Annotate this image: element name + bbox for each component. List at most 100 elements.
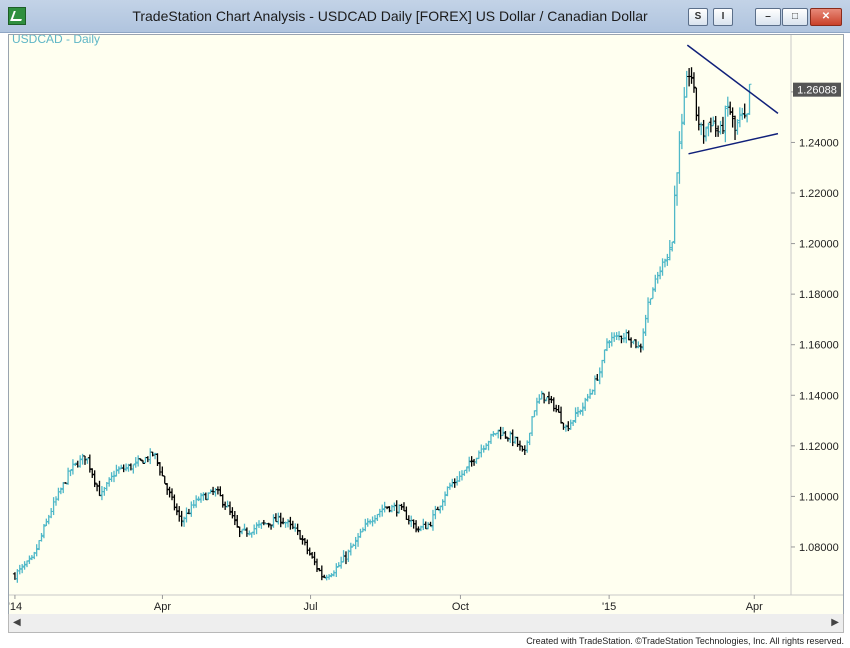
ohlc-bar [394, 500, 399, 517]
ohlc-bar [78, 455, 83, 468]
symbol-menu-button[interactable]: S [688, 8, 708, 26]
ohlc-bar [597, 367, 602, 385]
ohlc-bar [505, 437, 510, 442]
ohlc-bar [740, 107, 745, 120]
ohlc-bar [227, 501, 232, 516]
ohlc-bar [133, 457, 138, 468]
price-chart[interactable]: USDCAD - Daily 1.08000 1.10000 1.12000 1.14… [8, 32, 843, 615]
scroll-right-icon[interactable]: ▶ [831, 617, 839, 628]
ohlc-bar [631, 340, 636, 345]
ohlc-bar [206, 492, 211, 501]
ohlc-bar [679, 113, 684, 150]
ohlc-bar [319, 565, 324, 581]
ohlc-bar [491, 431, 496, 437]
ohlc-bar [689, 67, 694, 84]
ohlc-bar [155, 453, 160, 467]
ohlc-bar [542, 393, 547, 404]
ohlc-bar [247, 530, 252, 536]
ohlc-bar [607, 340, 612, 349]
title-bar[interactable]: TradeStation Chart Analysis - USDCAD Dai… [0, 0, 850, 33]
ohlc-bar [63, 482, 68, 484]
scroll-left-icon[interactable]: ◀ [13, 617, 21, 628]
x-tick-label: Apr [746, 601, 763, 613]
y-tick-label: 1.18000 [799, 289, 839, 301]
ohlc-bar [650, 287, 655, 299]
chart-title: USDCAD - Daily [12, 35, 100, 46]
ohlc-bar [242, 523, 247, 531]
ohlc-bar [638, 343, 643, 353]
ohlc-bar [677, 131, 682, 184]
ohlc-bar [464, 466, 469, 474]
ohlc-bar [691, 72, 696, 93]
minimize-button[interactable]: – [755, 8, 781, 26]
ohlc-bar [660, 258, 665, 276]
ohlc-bar [546, 391, 551, 405]
ohlc-bar [70, 459, 75, 475]
ohlc-bar [95, 483, 100, 492]
ohlc-bar [327, 574, 332, 580]
indicator-menu-button[interactable]: I [713, 8, 733, 26]
ohlc-bar [107, 477, 112, 487]
ohlc-bar [385, 506, 390, 510]
ohlc-bar [600, 359, 605, 378]
ohlc-bar [348, 542, 353, 556]
ohlc-bar [670, 241, 675, 252]
ohlc-bar [701, 119, 706, 144]
ohlc-bar [322, 574, 327, 579]
ohlc-bar [273, 513, 278, 523]
ohlc-bar [706, 122, 711, 137]
ohlc-bar [730, 107, 735, 128]
ohlc-bar [169, 488, 174, 501]
minimize-icon: – [765, 11, 771, 22]
ohlc-bar [435, 506, 440, 511]
ohlc-bar [276, 512, 281, 525]
maximize-button[interactable]: □ [782, 8, 808, 26]
ohlc-bar [97, 480, 102, 497]
ohlc-bar [119, 464, 124, 470]
ohlc-bar [331, 570, 336, 577]
ohlc-bar [140, 460, 145, 464]
chart-area[interactable]: USDCAD - Daily 1.08000 1.10000 1.12000 1.14… [8, 32, 844, 616]
ohlc-bar [66, 467, 71, 485]
ohlc-bar [515, 436, 520, 447]
ohlc-bar [735, 119, 740, 135]
ohlc-bar [203, 492, 208, 501]
ohlc-bar [720, 116, 725, 135]
ohlc-bar [290, 520, 295, 530]
ohlc-bar [595, 374, 600, 381]
ohlc-bar [728, 101, 733, 115]
ohlc-bar [626, 330, 631, 341]
ohlc-bar [27, 555, 32, 564]
horizontal-scrollbar[interactable]: ◀ ▶ [8, 614, 844, 633]
ohlc-bar [153, 452, 158, 460]
ohlc-bar [249, 532, 254, 538]
ohlc-bar [162, 475, 167, 485]
ohlc-bar [223, 501, 228, 510]
ohlc-bar [428, 521, 433, 527]
close-button[interactable]: ✕ [810, 8, 842, 26]
ohlc-bar [174, 503, 179, 516]
ohlc-bar [641, 328, 646, 351]
ohlc-bar [114, 464, 119, 477]
ohlc-bar [198, 492, 203, 503]
ohlc-bar [401, 502, 406, 512]
ohlc-bar [339, 556, 344, 569]
ohlc-bar [481, 445, 486, 453]
ohlc-bar [573, 407, 578, 423]
ohlc-bar [708, 117, 713, 133]
ohlc-bar [409, 515, 414, 528]
ohlc-bar [165, 483, 170, 495]
ohlc-bar [443, 491, 448, 506]
ohlc-bar [111, 470, 116, 483]
ohlc-bar [25, 560, 30, 568]
ohlc-bar [314, 558, 319, 573]
copyright-footer: Created with TradeStation. ©TradeStation… [526, 636, 844, 646]
ohlc-bar [49, 508, 54, 519]
ohlc-bar [160, 466, 165, 477]
ohlc-bar [99, 486, 104, 501]
ohlc-bar [682, 87, 687, 126]
ohlc-bar [467, 456, 472, 472]
y-tick-label: 1.22000 [799, 188, 839, 200]
ohlc-bar [539, 390, 544, 400]
ohlc-bar [83, 455, 88, 465]
